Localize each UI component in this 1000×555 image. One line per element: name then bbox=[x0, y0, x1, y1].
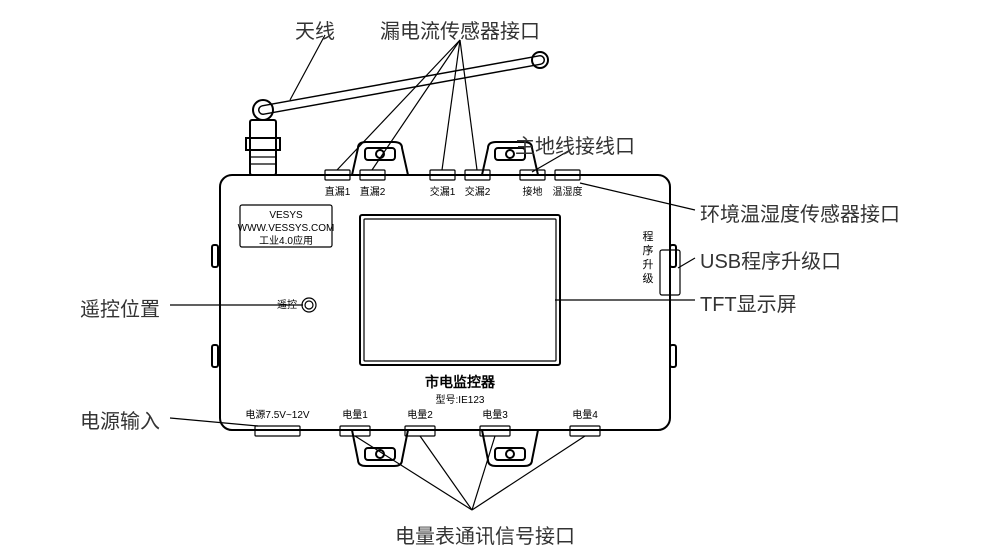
svg-text:交漏2: 交漏2 bbox=[465, 185, 491, 198]
svg-text:接地: 接地 bbox=[523, 185, 543, 198]
svg-text:工业4.0应用: 工业4.0应用 bbox=[259, 234, 313, 247]
svg-text:市电监控器: 市电监控器 bbox=[425, 374, 496, 390]
svg-text:电源7.5V~12V: 电源7.5V~12V bbox=[245, 408, 310, 421]
diagram-svg: 直漏1 直漏2 交漏1 交漏2 接地温湿度电源7.5V~12V 电量1 电量2 电量3 电量4 V… bbox=[0, 0, 1000, 555]
svg-text:序: 序 bbox=[643, 243, 654, 257]
label-env-sensor: 环境温湿度传感器接口 bbox=[700, 198, 900, 227]
svg-text:电量4: 电量4 bbox=[572, 408, 598, 421]
svg-text:直漏2: 直漏2 bbox=[360, 185, 386, 198]
label-usb-upgrade: USB程序升级口 bbox=[700, 245, 841, 274]
svg-text:电量2: 电量2 bbox=[407, 408, 433, 421]
label-tft: TFT显示屏 bbox=[700, 288, 797, 317]
label-remote: 遥控位置 bbox=[80, 293, 160, 322]
svg-text:升: 升 bbox=[643, 258, 654, 271]
svg-text:电量1: 电量1 bbox=[342, 408, 368, 421]
svg-text:级: 级 bbox=[643, 272, 654, 285]
label-ground-wire: 主地线接线口 bbox=[515, 130, 635, 159]
label-meter-comm: 电量表通讯信号接口 bbox=[395, 520, 575, 549]
label-antenna: 天线 bbox=[295, 15, 335, 44]
svg-text:直漏1: 直漏1 bbox=[325, 185, 351, 198]
svg-text:程: 程 bbox=[643, 230, 654, 243]
svg-text:温湿度: 温湿度 bbox=[553, 185, 583, 198]
label-leak-sensor: 漏电流传感器接口 bbox=[380, 15, 540, 44]
label-power-in: 电源输入 bbox=[80, 405, 160, 434]
svg-text:WWW.VESSYS.COM: WWW.VESSYS.COM bbox=[238, 223, 335, 234]
svg-text:型号:IE123: 型号:IE123 bbox=[436, 393, 485, 406]
svg-text:VESYS: VESYS bbox=[269, 210, 303, 221]
svg-text:交漏1: 交漏1 bbox=[430, 185, 456, 198]
svg-text:电量3: 电量3 bbox=[482, 408, 508, 421]
